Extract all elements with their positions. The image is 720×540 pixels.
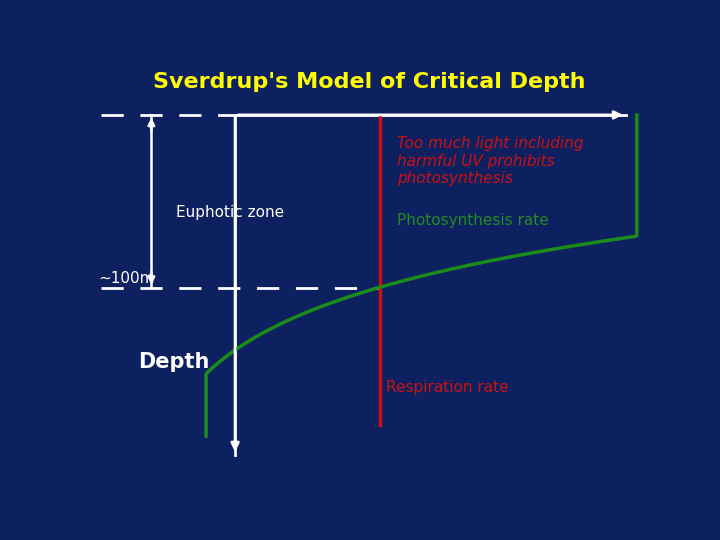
Text: ~100m: ~100m bbox=[99, 271, 155, 286]
Text: Respiration rate: Respiration rate bbox=[386, 380, 508, 395]
Text: Sverdrup's Model of Critical Depth: Sverdrup's Model of Critical Depth bbox=[153, 71, 585, 91]
Text: Depth: Depth bbox=[138, 352, 210, 372]
Text: Too much light including
harmful UV prohibits
photosynthesis: Too much light including harmful UV proh… bbox=[397, 137, 583, 186]
Text: Euphotic zone: Euphotic zone bbox=[176, 205, 284, 220]
Text: Photosynthesis rate: Photosynthesis rate bbox=[397, 213, 549, 228]
